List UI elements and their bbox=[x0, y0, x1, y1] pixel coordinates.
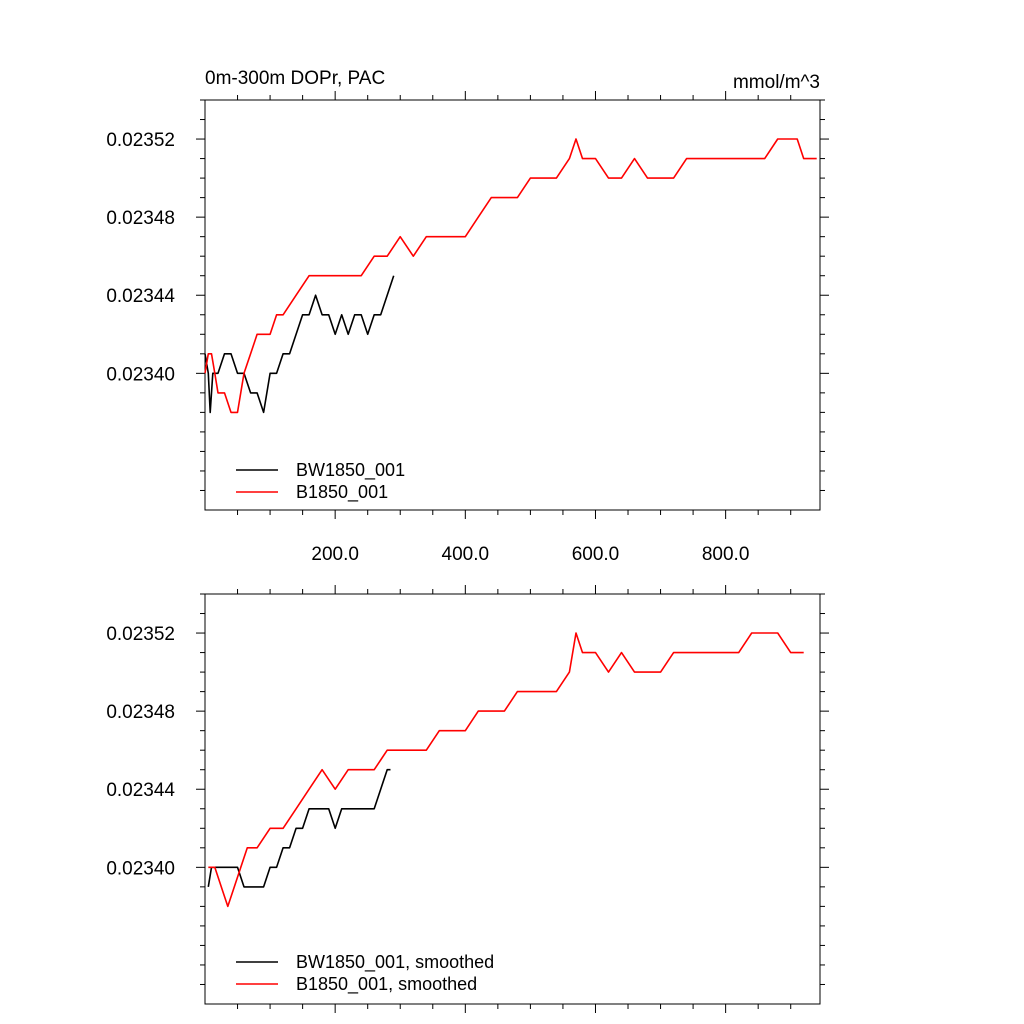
series-line-bw1850 bbox=[207, 768, 391, 888]
bottom-ticks: 0.02340 0.02344 0.02348 0.02352 bbox=[106, 585, 829, 1013]
series-line-bw1850 bbox=[204, 275, 395, 414]
series-line-b1850 bbox=[204, 138, 817, 414]
x-tick-label: 400.0 bbox=[442, 544, 490, 565]
top-ticks: 0.02340 0.02344 0.02348 0.02352 200.0 400.0 60… bbox=[106, 91, 829, 565]
top-panel: 0m-300m DOPr, PAC mmol/m^3 0.023400.0234… bbox=[106, 68, 829, 565]
y-tick-label: 0.02344 bbox=[106, 286, 175, 307]
bottom-plot-frame bbox=[204, 593, 821, 1005]
top-units: mmol/m^3 bbox=[733, 72, 820, 93]
bottom-panel: 0.02340 0.02344 0.02348 0.02352 BW1850_001,… bbox=[106, 585, 829, 1013]
y-tick-label: 0.02344 bbox=[106, 780, 175, 801]
series-line-b1850 bbox=[208, 632, 804, 908]
y-tick-label: 0.02348 bbox=[106, 702, 175, 723]
y-tick-label: 0.02352 bbox=[106, 624, 175, 645]
y-tick-label: 0.02340 bbox=[106, 858, 175, 879]
top-title: 0m-300m DOPr, PAC bbox=[205, 68, 385, 89]
y-tick-label: 0.02352 bbox=[106, 130, 175, 151]
y-tick-label: 0.02348 bbox=[106, 208, 175, 229]
top-plot-frame bbox=[204, 99, 821, 511]
bottom-series bbox=[207, 632, 804, 908]
x-tick-label: 200.0 bbox=[311, 544, 359, 565]
legend-label: B1850_001, smoothed bbox=[296, 974, 477, 995]
legend-label: B1850_001 bbox=[296, 482, 388, 503]
top-series bbox=[204, 138, 817, 414]
legend-label: BW1850_001, smoothed bbox=[296, 952, 494, 973]
x-tick-label: 600.0 bbox=[572, 544, 620, 565]
y-tick-label: 0.02340 bbox=[106, 364, 175, 385]
x-tick-label: 800.0 bbox=[702, 544, 750, 565]
legend-label: BW1850_001 bbox=[296, 460, 405, 481]
